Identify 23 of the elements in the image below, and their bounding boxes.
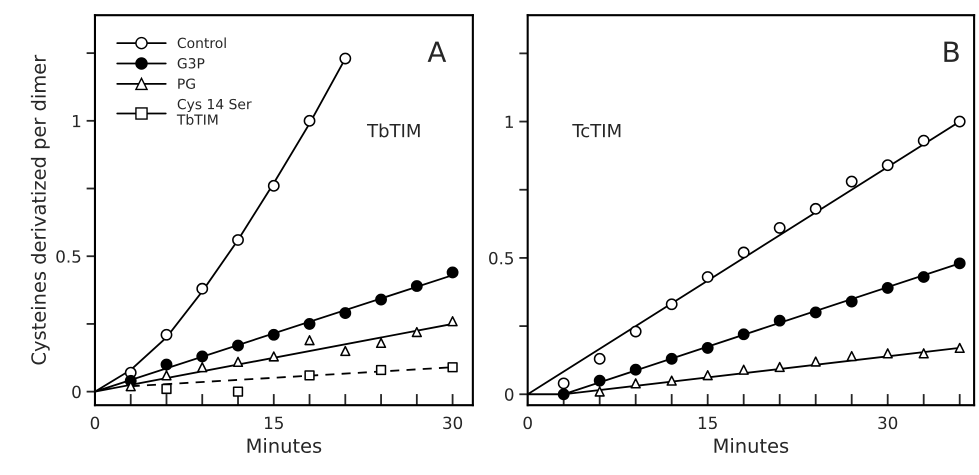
legend-label: PG [178, 78, 195, 89]
x-axis-title: Minutes [248, 438, 322, 454]
y-tick-label: 0 [72, 386, 81, 398]
x-axis-title: Minutes [714, 438, 788, 454]
y-tick-label: 0.5 [56, 250, 80, 263]
y-axis-title: Cysteines derivatized per dimer [30, 54, 50, 364]
legend-label: Cys 14 Ser TbTIM [176, 98, 252, 125]
x-tick-label: 0 [523, 416, 532, 430]
annotation: A [428, 42, 446, 62]
x-tick-label: 0 [90, 416, 100, 430]
x-tick-label: 15 [698, 416, 717, 430]
x-tick-label: 15 [265, 416, 283, 430]
y-tick-label: 1 [72, 115, 80, 128]
annotation: TbTIM [366, 123, 420, 138]
y-tick-label: 0 [504, 388, 514, 401]
y-tick-label: 0.5 [489, 252, 514, 264]
legend-label: Control [178, 37, 226, 48]
y-tick-label: 1 [506, 116, 513, 128]
x-tick-label: 30 [443, 416, 462, 430]
legend-label: G3P [178, 58, 204, 69]
annotation: TcTIM [572, 124, 620, 138]
annotation: B [944, 42, 959, 62]
x-tick-label: 30 [878, 416, 898, 430]
